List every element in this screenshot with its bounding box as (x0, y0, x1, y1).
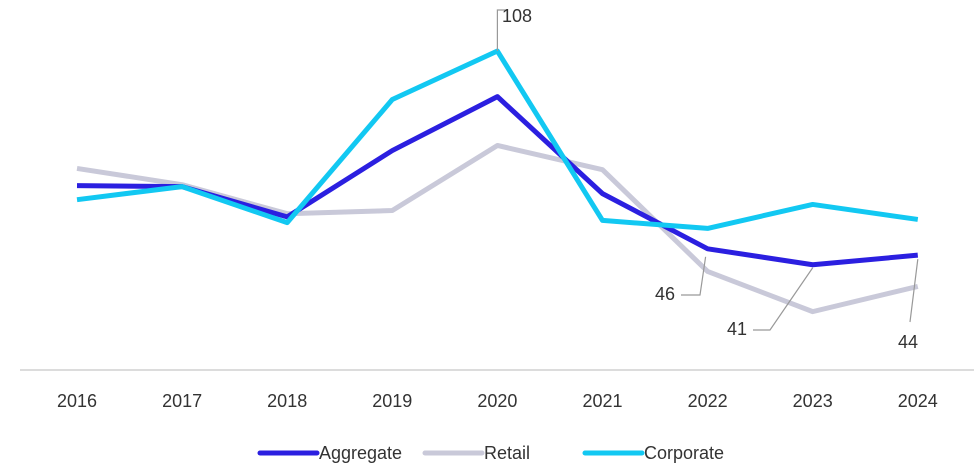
data-label: 44 (898, 332, 918, 352)
x-tick-label: 2018 (267, 391, 307, 411)
x-tick-label: 2021 (582, 391, 622, 411)
data-label: 108 (502, 6, 532, 26)
series-line (76, 48, 919, 231)
series-line (76, 94, 919, 268)
leader-line (753, 267, 814, 331)
x-tick-label: 2020 (477, 391, 517, 411)
x-tick-label: 2023 (793, 391, 833, 411)
x-tick-label: 2024 (898, 391, 938, 411)
x-tick-label: 2019 (372, 391, 412, 411)
legend-label: Corporate (644, 443, 724, 463)
x-tick-label: 2022 (688, 391, 728, 411)
leader-line (681, 256, 707, 296)
data-label: 41 (727, 319, 747, 339)
leader-line (496, 9, 508, 52)
x-tick-label: 2017 (162, 391, 202, 411)
data-label: 46 (655, 284, 675, 304)
legend-label: Retail (484, 443, 530, 463)
leader-line (909, 259, 919, 323)
x-tick-label: 2016 (57, 391, 97, 411)
legend-label: Aggregate (319, 443, 402, 463)
series-line (76, 142, 919, 315)
